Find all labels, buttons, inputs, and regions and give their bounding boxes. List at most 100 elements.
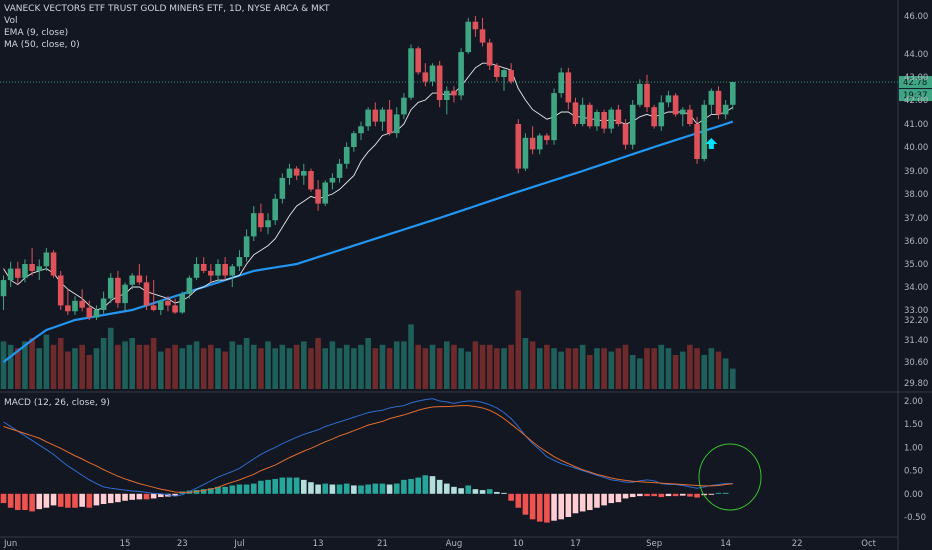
- macd-histogram-bar: [393, 483, 400, 494]
- volume-bar: [479, 344, 486, 389]
- macd-histogram-bar: [486, 489, 493, 494]
- price-tick-label: 30.60: [904, 358, 928, 368]
- volume-bar: [536, 348, 543, 389]
- macd-histogram-bar: [93, 493, 100, 506]
- time-tick-label: Sep: [646, 539, 662, 549]
- candle-body: [429, 65, 436, 82]
- candle-body: [179, 293, 186, 313]
- price-tick-label: 40.00: [904, 143, 928, 153]
- volume-bar: [72, 348, 78, 389]
- macd-histogram-bar: [386, 484, 393, 494]
- volume-bar: [615, 348, 622, 389]
- volume-bar: [544, 344, 550, 389]
- volume-bar: [358, 344, 364, 389]
- volume-bar: [200, 348, 207, 389]
- macd-histogram-bar: [122, 493, 128, 501]
- volume-bar: [7, 344, 14, 389]
- main-legend: VANECK VECTORS ETF TRUST GOLD MINERS ETF…: [4, 3, 329, 51]
- candle-body: [408, 48, 414, 98]
- candle-body: [36, 266, 43, 271]
- candle-body: [701, 104, 707, 159]
- candle-body: [601, 112, 607, 129]
- volume-bar: [622, 344, 629, 389]
- volume-bar: [429, 344, 436, 389]
- volume-bar: [215, 348, 221, 389]
- candle-body: [343, 147, 350, 164]
- volume-bar: [572, 348, 579, 389]
- volume-bar: [22, 341, 28, 389]
- macd-tick-label: 2.00: [904, 397, 923, 407]
- price-tick-label: 34.00: [904, 283, 928, 293]
- volume-bar: [522, 338, 529, 389]
- macd-histogram-bar: [293, 477, 300, 494]
- ema-legend: EMA (9, close): [4, 28, 69, 38]
- candle-body: [122, 284, 128, 304]
- signal-line: [3, 405, 733, 493]
- macd-tick-label: 1.00: [904, 443, 923, 453]
- candle-body: [236, 257, 243, 267]
- volume-bar: [293, 344, 300, 389]
- volume-bar: [343, 344, 350, 389]
- macd-histogram-bar: [136, 493, 143, 500]
- candle-body: [150, 305, 157, 310]
- macd-histogram-bar: [308, 482, 314, 494]
- candle-body: [93, 310, 100, 318]
- macd-histogram-bar: [658, 493, 665, 498]
- volume-bar: [379, 344, 386, 389]
- candle-body: [372, 109, 379, 122]
- volume-bar: [658, 344, 665, 389]
- macd-tick-label: 0.50: [904, 467, 923, 477]
- candle-body: [315, 189, 321, 204]
- candle-body: [265, 220, 271, 228]
- volume-bar: [179, 348, 186, 389]
- candle-body: [708, 90, 715, 105]
- macd-histogram-bar: [72, 493, 78, 508]
- macd-tick-label: 0.00: [904, 490, 923, 500]
- candle-body: [158, 300, 164, 310]
- price-tick-label: 36.00: [904, 237, 928, 247]
- candle-body: [293, 168, 300, 176]
- time-tick-label: 15: [120, 539, 131, 549]
- macd-histogram-bar: [129, 493, 135, 500]
- macd-histogram-bar: [107, 493, 114, 504]
- candle-body: [451, 90, 457, 96]
- macd-histogram-bar: [7, 493, 14, 508]
- candle-body: [572, 102, 579, 124]
- volume-bar: [422, 348, 429, 389]
- volume-bar: [29, 338, 35, 389]
- macd-histogram-bar: [479, 490, 486, 494]
- volume-bar: [386, 348, 393, 389]
- candle-body: [687, 109, 693, 124]
- macd-legend: MACD (12, 26, close, 9): [4, 398, 110, 408]
- macd-histogram-bar: [494, 491, 500, 494]
- volume-bar: [408, 324, 414, 389]
- axes: 46.00 44.00 43.00 42.00 41.00 40.00 39.00 38.00…: [3, 12, 928, 549]
- volume-bar: [665, 348, 672, 389]
- volume-bar: [558, 351, 564, 389]
- volume-bar: [15, 348, 21, 389]
- macd-histogram-bar: [351, 485, 357, 494]
- volume-bar: [651, 348, 657, 389]
- volume-bar: [158, 351, 164, 389]
- macd-tick-label: 1.50: [904, 420, 923, 430]
- volume-bar: [165, 348, 171, 389]
- candle-body: [79, 300, 85, 308]
- candle-body: [15, 268, 21, 278]
- candle-body: [336, 163, 343, 178]
- macd-histogram-bar: [50, 493, 57, 506]
- price-tick-label: 44.00: [904, 50, 928, 60]
- macd-histogram-bar: [250, 483, 257, 494]
- macd-histogram-bar: [422, 475, 429, 494]
- candle-body: [587, 104, 593, 127]
- candle-body: [558, 72, 564, 94]
- candle-body: [143, 282, 150, 306]
- volume-bar: [129, 338, 135, 389]
- volume-bar: [637, 358, 643, 389]
- candle-body: [229, 266, 236, 276]
- macd-histogram-bar: [672, 493, 679, 497]
- volume-bar: [208, 344, 214, 389]
- macd-histogram-bar: [622, 493, 629, 499]
